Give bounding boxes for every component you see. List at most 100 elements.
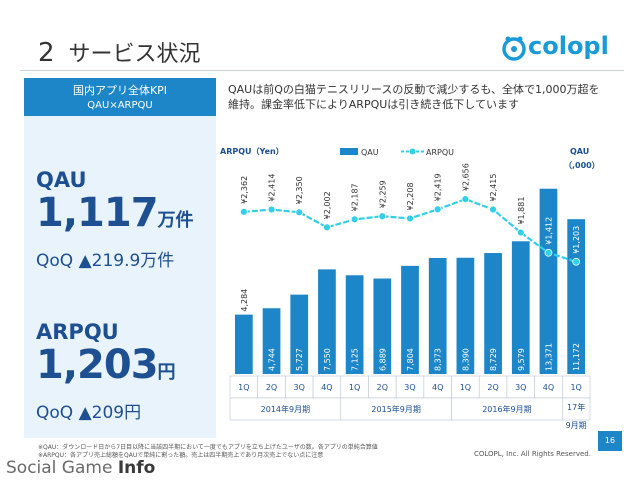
arpqu-point-label: ¥2,419 <box>434 173 443 201</box>
arpqu-point <box>406 214 414 223</box>
category-label: 4Q <box>321 383 332 392</box>
qau-bar <box>511 241 530 374</box>
colopl-logo-text: colopl <box>528 32 609 60</box>
arpqu-point-label: ¥2,350 <box>295 176 304 204</box>
arpqu-point <box>239 207 248 216</box>
qau-bar <box>234 314 253 374</box>
left-axis-title: ARPQU（Yen） <box>220 146 284 156</box>
category-label: 2Q <box>487 383 498 392</box>
category-label: 3Q <box>515 383 526 392</box>
arpqu-point-label: ¥2,187 <box>351 183 360 211</box>
qau-bar-label: 4,744 <box>268 348 277 371</box>
watermark-part1: Social Game <box>6 458 118 478</box>
arpqu-point-label: ¥1,412 <box>544 217 553 245</box>
group-label: 2015年9月期 <box>371 404 420 414</box>
qau-label: QAU <box>36 168 87 192</box>
description-line1: QAUは前Qの白猫テニスリリースの反動で減少するも、全体で1,000万超を <box>228 83 600 96</box>
category-label: 3Q <box>294 383 305 392</box>
category-label: 4Q <box>543 383 554 392</box>
qau-bar <box>318 269 336 374</box>
slide-title-text: サービス状況 <box>68 42 201 67</box>
group-cell <box>562 397 591 421</box>
arpqu-point <box>516 228 525 237</box>
group-label-line2: 9月期 <box>566 421 587 430</box>
arpqu-qoq: QoQ ▲209円 <box>36 403 142 423</box>
qau-bar <box>262 308 281 374</box>
description-line2: 維持。課金率低下によりARPQUは引き続き低下しています <box>228 98 519 111</box>
arpqu-label: ARPQU <box>36 320 119 344</box>
arpqu-point-label: ¥1,203 <box>572 226 581 254</box>
arpqu-point-label: ¥2,002 <box>323 191 332 219</box>
footnote-line2: ※ARPQU：各アプリ売上総額をQAUで単純に割った額。売上は四半期売上であり月… <box>38 452 324 459</box>
arpqu-point-label: ¥2,415 <box>489 174 498 202</box>
qau-value-row: 1,117万件 <box>36 190 194 236</box>
kpi-header-subtitle: QAU×ARPQU <box>87 100 153 111</box>
description: QAUは前Qの白猫テニスリリースの反動で減少するも、全体で1,000万超を 維持… <box>228 82 622 112</box>
colopl-logo-icon <box>502 36 526 61</box>
watermark: Social Game Info <box>6 458 155 478</box>
arpqu-point <box>378 212 387 221</box>
qau-arpqu-chart: ARPQU（Yen） QAU （,000） QAU ARPQU 4,284 4,744 5,7… <box>220 146 600 430</box>
qau-bar <box>345 275 364 374</box>
qau-bar-label: 5,727 <box>295 348 304 371</box>
arpqu-point <box>350 215 359 224</box>
copyright: COLOPL, Inc. All Rights Reserved. <box>474 450 591 458</box>
group-label: 17年 <box>567 402 585 412</box>
qau-bar <box>567 219 586 374</box>
kpi-header: 国内アプリ全体KPI QAU×ARPQU <box>24 78 216 116</box>
qau-bar-label: 9,579 <box>517 348 526 371</box>
arpqu-point-label: ¥2,259 <box>378 180 387 208</box>
qau-bar-label: 11,172 <box>572 343 581 371</box>
arpqu-point <box>433 205 442 214</box>
slide-number: 2 <box>38 38 55 68</box>
qau-bar-label: 7,125 <box>351 348 360 371</box>
colopl-logo: colopl <box>502 30 622 64</box>
page-number: 16 <box>598 431 622 451</box>
legend-arpqu-marker <box>409 148 416 155</box>
qau-bar-label: 6,889 <box>378 348 387 371</box>
qau-bar-label: 8,729 <box>489 348 498 371</box>
category-label: 2Q <box>266 383 277 392</box>
right-axis-unit: （,000） <box>564 160 600 170</box>
arpqu-point <box>267 205 276 214</box>
arpqu-point <box>461 195 470 204</box>
arpqu-unit: 円 <box>157 362 176 383</box>
kpi-panel: QAU 1,117万件 QoQ ▲219.9万件 ARPQU 1,203円 Qo… <box>24 116 216 438</box>
qau-bar-label: 4,284 <box>240 289 249 312</box>
arpqu-point-label: ¥1,881 <box>517 197 526 225</box>
group-label: 2016年9月期 <box>482 404 531 414</box>
qau-bar <box>401 265 419 374</box>
category-label: 2Q <box>377 383 388 392</box>
qau-bar-label: 7,550 <box>323 348 332 371</box>
qau-bar-label: 8,373 <box>434 348 443 371</box>
qau-bar-label: 13,371 <box>544 343 553 371</box>
right-axis-title: QAU <box>570 147 589 156</box>
arpqu-point <box>295 208 304 217</box>
arpqu-value: 1,203 <box>36 342 159 388</box>
kpi-header-title: 国内アプリ全体KPI <box>72 84 168 97</box>
arpqu-point-label: ¥2,656 <box>461 163 470 191</box>
qau-unit: 万件 <box>157 210 194 231</box>
arpqu-point-label: ¥2,362 <box>240 176 249 204</box>
arpqu-point <box>544 248 553 257</box>
category-label: 3Q <box>404 383 415 392</box>
arpqu-point <box>489 205 497 214</box>
qau-bar <box>456 257 475 374</box>
qau-qoq: QoQ ▲219.9万件 <box>36 251 175 271</box>
group-label: 2014年9月期 <box>261 404 310 414</box>
category-label: 1Q <box>460 383 471 392</box>
qau-bar-label: 8,390 <box>461 348 470 371</box>
slide-title: 2 サービス状況 <box>38 36 201 68</box>
qau-bar <box>373 278 392 374</box>
qau-bar <box>539 188 558 374</box>
qau-bar <box>290 294 309 374</box>
qau-bar <box>428 257 447 374</box>
legend-qau-swatch <box>340 148 358 155</box>
legend-qau-label: QAU <box>361 148 379 157</box>
title-divider <box>20 70 624 71</box>
qau-bar-label: 7,804 <box>406 348 415 371</box>
qau-value: 1,117 <box>36 190 159 236</box>
qau-bar <box>484 253 502 374</box>
legend-arpqu-label: ARPQU <box>426 148 454 157</box>
footnote-line1: ※QAU：ダウンロード日から7日目以降に当該四半期において一度でもアプリを立ち上… <box>38 444 378 451</box>
